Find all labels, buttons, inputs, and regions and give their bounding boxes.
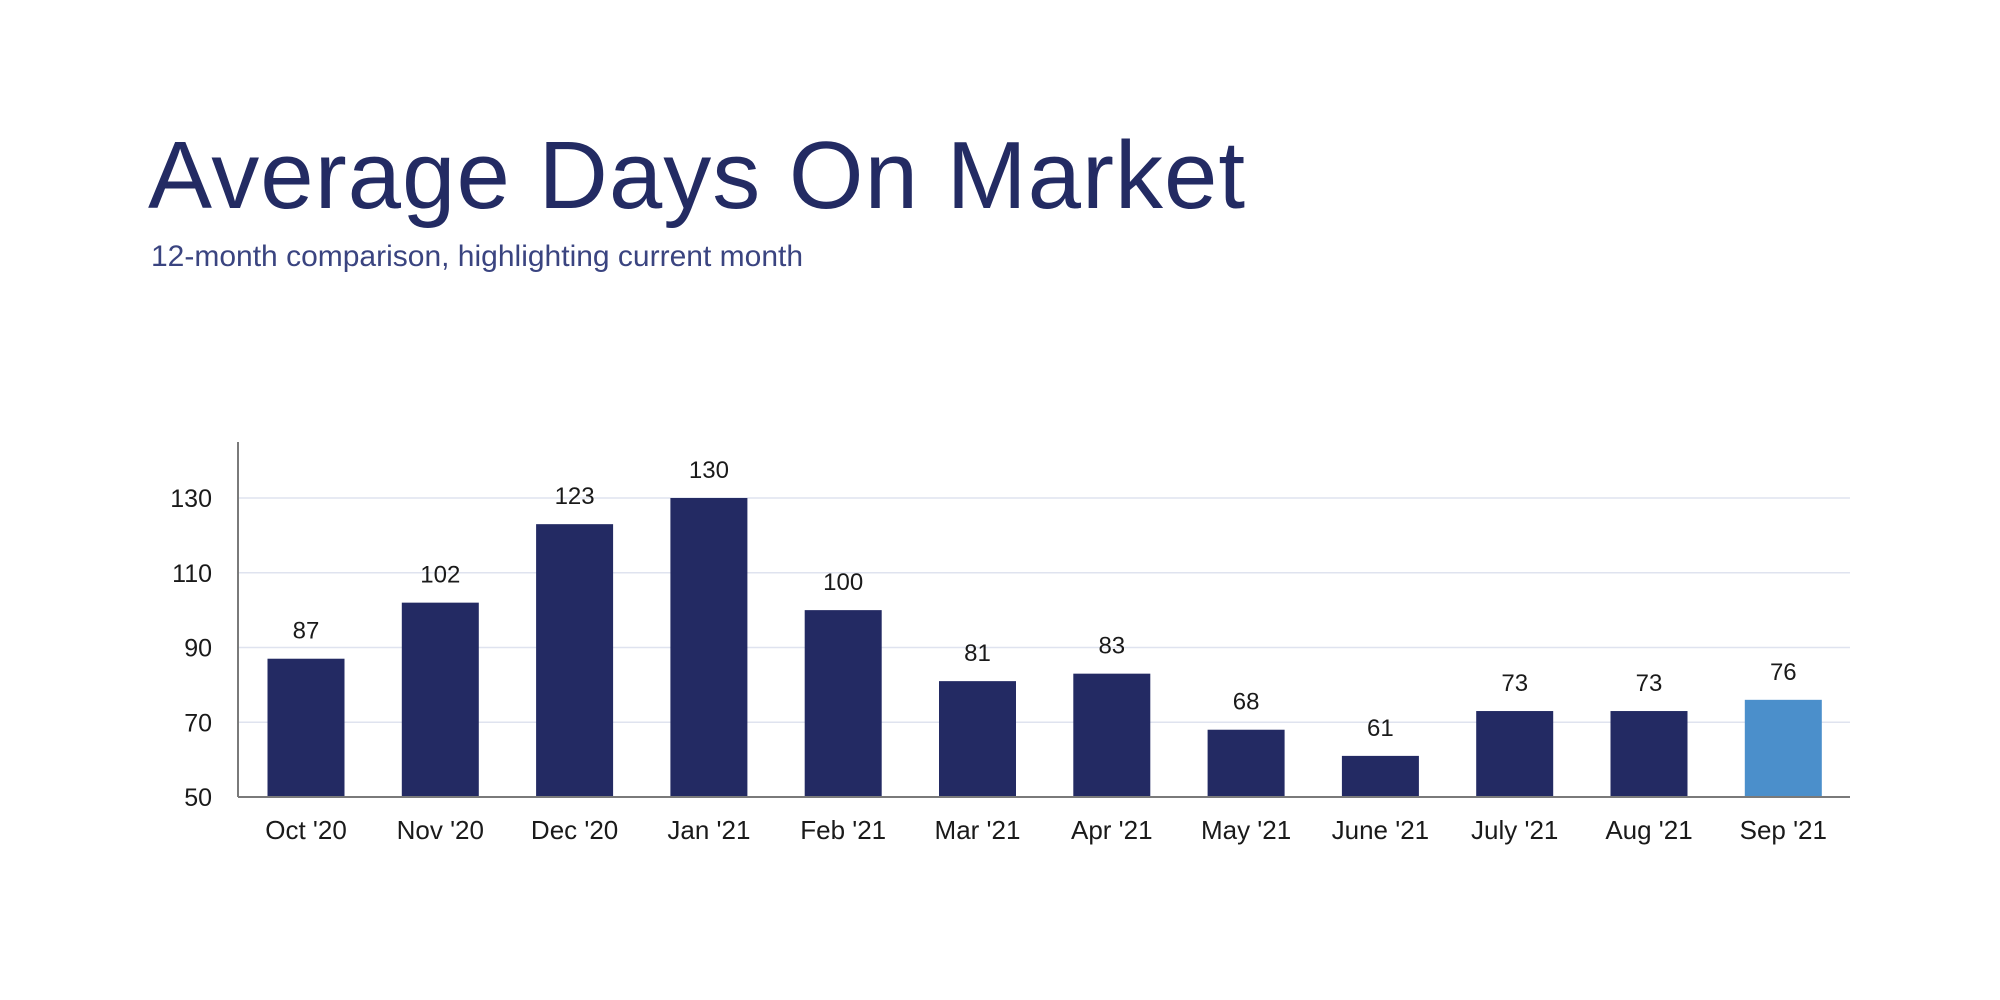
chart-title: Average Days On Market — [148, 122, 1247, 229]
x-tick-label: Dec '20 — [531, 815, 618, 845]
x-tick-label: Nov '20 — [397, 815, 484, 845]
bar — [670, 498, 748, 797]
bar-highlighted — [1744, 699, 1822, 797]
bar — [1610, 711, 1688, 797]
bar — [1207, 729, 1285, 797]
y-tick-label: 50 — [184, 784, 212, 812]
bar-value-label: 73 — [1636, 670, 1663, 697]
axes — [237, 442, 1850, 798]
bar-value-label: 130 — [689, 457, 729, 484]
x-tick-label: Sep '21 — [1740, 815, 1827, 845]
bar — [1341, 755, 1419, 797]
bar — [1073, 673, 1151, 797]
bar-value-label: 73 — [1501, 670, 1528, 697]
x-tick-label: July '21 — [1471, 815, 1558, 845]
bar-value-label: 123 — [555, 483, 595, 510]
bar-value-label: 87 — [293, 618, 320, 645]
chart-subtitle: 12-month comparison, highlighting curren… — [151, 240, 804, 273]
gridlines — [238, 497, 1850, 723]
bar-value-label: 68 — [1233, 689, 1260, 716]
y-tick-label: 110 — [172, 560, 212, 588]
bar — [536, 524, 614, 797]
bar-value-label: 61 — [1367, 715, 1394, 742]
x-tick-label: May '21 — [1201, 815, 1291, 845]
x-tick-label: Jan '21 — [667, 815, 750, 845]
x-tick-label: Oct '20 — [265, 815, 347, 845]
bars — [267, 498, 1822, 797]
bar-value-label: 83 — [1098, 633, 1125, 660]
y-tick-label: 70 — [184, 709, 212, 737]
bar-value-label: 102 — [420, 562, 460, 589]
bar — [804, 610, 882, 797]
bar — [401, 602, 479, 797]
x-tick-label: June '21 — [1332, 815, 1430, 845]
x-tick-label: Feb '21 — [800, 815, 886, 845]
x-tick-label: Mar '21 — [935, 815, 1021, 845]
bar-value-label: 100 — [823, 569, 863, 596]
labels: 50 70 90 110 130 87 Oct '20 102 Nov '20 123 Dec '2… — [170, 457, 1827, 845]
y-tick-label: 90 — [184, 635, 212, 663]
bar — [1476, 711, 1554, 797]
x-tick-label: Aug '21 — [1605, 815, 1692, 845]
y-tick-label: 130 — [170, 485, 212, 513]
bar — [267, 658, 345, 797]
bar-value-label: 81 — [964, 640, 991, 667]
bar-value-label: 76 — [1770, 659, 1797, 686]
bar — [939, 681, 1016, 797]
x-tick-label: Apr '21 — [1071, 815, 1153, 845]
